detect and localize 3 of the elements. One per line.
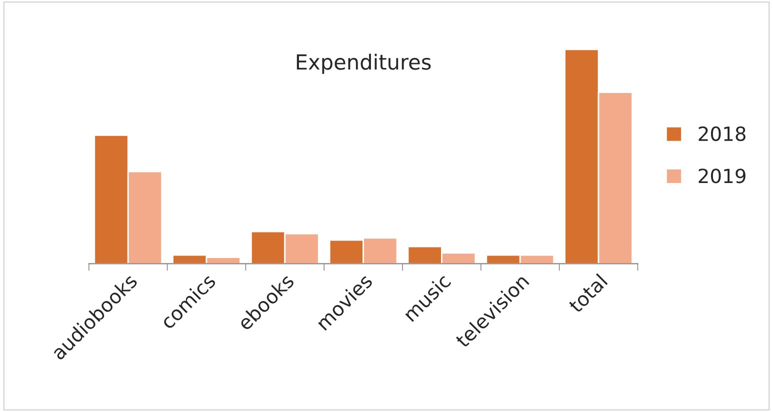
legend-label: 2019 [698,168,746,184]
legend-label: 2018 [698,126,746,142]
chart-title: Expenditures [296,54,431,74]
